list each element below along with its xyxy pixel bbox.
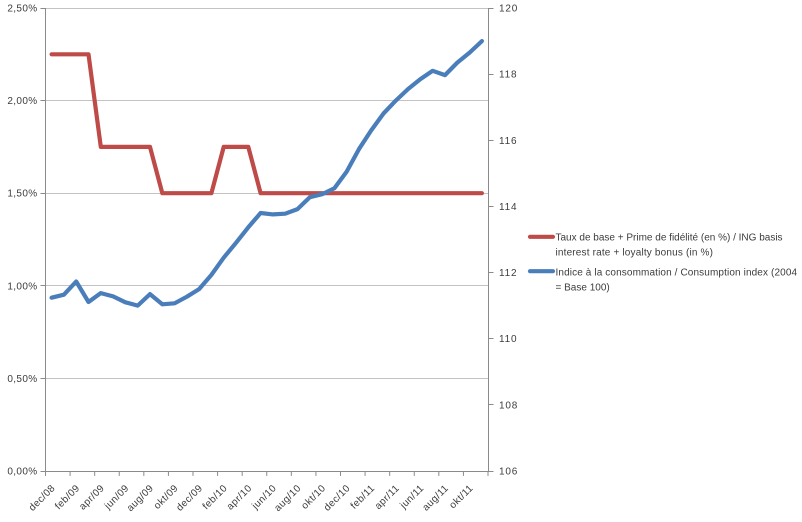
svg-text:dec/10: dec/10 bbox=[322, 483, 353, 514]
svg-text:110: 110 bbox=[499, 334, 517, 345]
svg-text:112: 112 bbox=[499, 268, 517, 279]
svg-text:106: 106 bbox=[499, 467, 518, 478]
svg-text:okt/11: okt/11 bbox=[448, 483, 476, 511]
svg-text:Taux de base + Prime de fidéli: Taux de base + Prime de fidélité (en %) … bbox=[556, 233, 783, 244]
svg-text:0,50%: 0,50% bbox=[7, 374, 37, 385]
svg-text:114: 114 bbox=[499, 202, 517, 213]
svg-text:feb/10: feb/10 bbox=[201, 483, 230, 512]
svg-text:118: 118 bbox=[499, 70, 517, 81]
svg-text:dec/09: dec/09 bbox=[175, 483, 206, 514]
svg-text:1,00%: 1,00% bbox=[7, 281, 37, 292]
svg-text:aug/10: aug/10 bbox=[273, 483, 304, 514]
svg-text:interest rate + loyalty bonus: interest rate + loyalty bonus (in %) bbox=[556, 248, 714, 259]
svg-text:2,00%: 2,00% bbox=[7, 96, 37, 107]
svg-text:0,00%: 0,00% bbox=[7, 467, 37, 478]
svg-text:apr/10: apr/10 bbox=[225, 483, 255, 513]
svg-text:= Base 100): = Base 100) bbox=[556, 283, 610, 294]
svg-text:116: 116 bbox=[499, 136, 517, 147]
svg-text:Indice à la consommation / Con: Indice à la consommation / Consumption i… bbox=[556, 268, 798, 279]
svg-text:feb/11: feb/11 bbox=[349, 483, 378, 512]
svg-text:dec/08: dec/08 bbox=[27, 483, 58, 514]
svg-text:aug/09: aug/09 bbox=[125, 483, 156, 514]
svg-text:120: 120 bbox=[499, 4, 518, 15]
svg-text:2,50%: 2,50% bbox=[7, 4, 37, 15]
svg-text:feb/09: feb/09 bbox=[53, 483, 82, 512]
svg-text:apr/11: apr/11 bbox=[373, 483, 402, 512]
svg-text:apr/09: apr/09 bbox=[77, 483, 107, 513]
svg-text:aug/11: aug/11 bbox=[421, 483, 452, 514]
svg-text:1,50%: 1,50% bbox=[7, 189, 37, 200]
svg-text:108: 108 bbox=[499, 400, 518, 411]
